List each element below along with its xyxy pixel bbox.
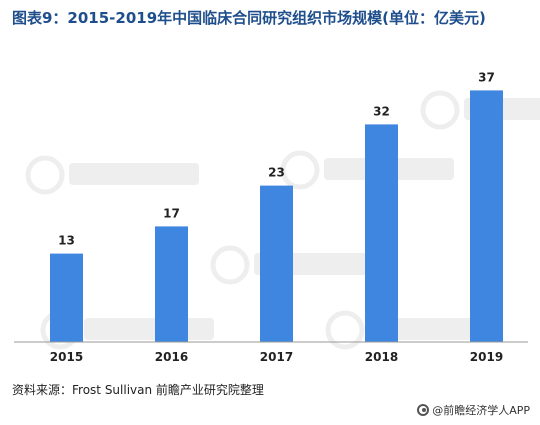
- bar-2015: [50, 253, 83, 342]
- footer-text: @前瞻经济学人APP: [432, 404, 530, 417]
- bar-2016: [155, 226, 188, 342]
- x-tick-label-2015: 2015: [50, 350, 83, 364]
- watermark-logo: [325, 310, 499, 350]
- watermark-logo: [210, 245, 384, 285]
- value-labels-group: 13 17 23 32 37: [58, 70, 495, 247]
- x-tick-label-2019: 2019: [470, 350, 503, 364]
- watermark-logo: [25, 155, 199, 195]
- footer-credit: @前瞻经济学人APP: [417, 402, 530, 418]
- bars-group: [50, 90, 503, 343]
- bar-2018: [365, 124, 398, 343]
- value-label-2019: 37: [478, 70, 495, 84]
- logo-icon: [417, 404, 430, 416]
- chart-title: 图表9：2015-2019年中国临床合同研究组织市场规模(单位：亿美元): [12, 9, 486, 27]
- x-tick-label-2016: 2016: [155, 350, 188, 364]
- value-label-2018: 32: [373, 104, 390, 118]
- value-label-2016: 17: [163, 206, 180, 220]
- x-tick-label-2017: 2017: [260, 350, 293, 364]
- bar-2017: [260, 185, 293, 342]
- source-note: 资料来源：Frost Sullivan 前瞻产业研究院整理: [12, 383, 264, 397]
- value-label-2017: 23: [268, 166, 285, 180]
- bar-2019: [470, 90, 503, 343]
- x-tick-labels-group: 2015 2016 2017 2018 2019: [50, 350, 503, 364]
- value-label-2015: 13: [58, 234, 75, 248]
- x-tick-label-2018: 2018: [365, 350, 398, 364]
